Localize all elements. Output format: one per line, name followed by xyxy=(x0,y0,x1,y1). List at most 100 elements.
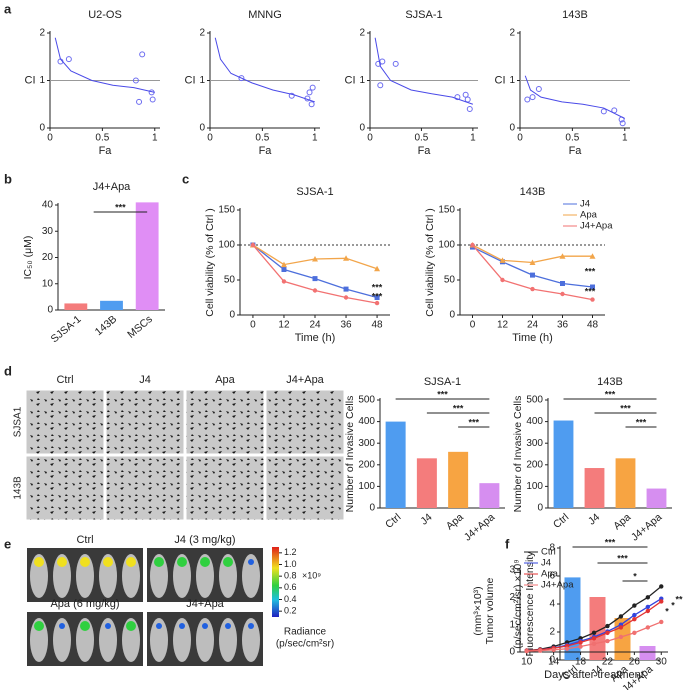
significance-label: *** xyxy=(636,417,647,427)
y-tick-label: 6 xyxy=(549,571,555,582)
invasion-image xyxy=(185,389,265,455)
significance-label: *** xyxy=(617,553,628,563)
bar xyxy=(64,303,88,310)
point xyxy=(618,614,624,619)
significance-label: * xyxy=(633,571,637,581)
y-tick-label: 1 xyxy=(199,75,205,86)
point xyxy=(659,599,664,604)
colorbar-unit: ×10⁹ xyxy=(302,571,321,581)
mouse xyxy=(53,554,71,598)
panel-label: f xyxy=(505,536,510,551)
signal xyxy=(202,623,208,629)
group-label: J4 (3 mg/kg) xyxy=(174,534,235,546)
colorbar-tick-label: 0.4 xyxy=(284,594,297,604)
signal xyxy=(57,557,67,567)
mouse xyxy=(30,618,48,662)
y-tick-label: 1 xyxy=(39,75,45,86)
group-label: Apa (6 mg/kg) xyxy=(50,598,119,610)
mouse xyxy=(99,554,117,598)
point xyxy=(524,648,529,654)
x-axis-label: Time (h) xyxy=(295,332,336,344)
colorbar-label: Radiance xyxy=(284,627,327,638)
point xyxy=(500,277,505,283)
point xyxy=(560,281,565,286)
point xyxy=(605,623,610,629)
point xyxy=(530,286,535,292)
point xyxy=(524,96,531,103)
panel-label: b xyxy=(4,171,12,186)
mouse xyxy=(150,618,168,662)
x-axis-label: Time (h) xyxy=(512,332,553,344)
series-line xyxy=(472,246,593,288)
significance-label: *** xyxy=(605,389,616,399)
point xyxy=(605,638,610,644)
point xyxy=(618,625,624,630)
point xyxy=(578,640,583,645)
point xyxy=(132,77,139,84)
y-tick-label: 0 xyxy=(47,305,53,316)
mouse xyxy=(76,554,94,598)
y-tick-label: 300 xyxy=(358,438,375,449)
point xyxy=(374,300,380,306)
point xyxy=(343,295,349,300)
mouse xyxy=(173,618,191,662)
point xyxy=(632,603,637,608)
significance-label: *** xyxy=(468,417,479,427)
signal xyxy=(200,557,210,567)
signal xyxy=(225,623,231,629)
y-tick-label: 1 xyxy=(359,75,365,86)
bar xyxy=(385,421,406,508)
significance-label: *** xyxy=(437,389,448,399)
colorbar-tick-label: 0.6 xyxy=(284,582,297,592)
x-tick-label: 12 xyxy=(278,320,290,331)
x-tick-label: Ctrl xyxy=(383,511,403,531)
x-tick-label: 22 xyxy=(602,657,614,668)
y-tick-label: 0 xyxy=(509,123,515,134)
signal xyxy=(154,557,164,567)
y-tick-label: 4 xyxy=(549,599,555,610)
y-tick-label: 300 xyxy=(526,438,543,449)
fit-curve xyxy=(54,37,155,93)
y-tick-label: 400 xyxy=(358,416,375,427)
mouse xyxy=(242,618,260,662)
invasion-image xyxy=(185,455,265,521)
legend-label: Ctrl xyxy=(541,547,556,558)
y-axis-label: (mm³×10³) xyxy=(472,586,484,635)
legend-label: J4+Apa xyxy=(580,221,613,232)
point xyxy=(250,242,256,248)
y-tick-label: 200 xyxy=(358,459,375,470)
x-tick-label: 36 xyxy=(557,320,569,331)
y-axis-label: IC₅₀ (μM) xyxy=(22,236,34,280)
point xyxy=(578,644,583,649)
x-tick-label: J4+Apa xyxy=(629,511,664,543)
point xyxy=(149,96,156,103)
y-tick-label: 3 xyxy=(509,565,515,576)
y-tick-label: 1 xyxy=(509,75,515,86)
y-tick-label: 10 xyxy=(42,278,54,289)
x-tick-label: 143B xyxy=(93,313,120,338)
y-axis-label: Cell viability (% of Ctrl ) xyxy=(424,208,436,317)
signal xyxy=(59,623,65,629)
point xyxy=(605,630,610,636)
y-axis-label: Cell viability (% of Ctrl ) xyxy=(204,208,216,317)
significance-label: * xyxy=(665,606,669,616)
x-tick-label: 48 xyxy=(372,320,384,331)
point xyxy=(645,608,651,614)
signal xyxy=(177,557,187,567)
signal xyxy=(223,557,233,567)
significance-label: *** xyxy=(372,282,383,292)
point xyxy=(379,58,386,65)
significance-label: *** xyxy=(605,537,616,547)
y-tick-label: 1 xyxy=(509,619,515,630)
legend-label: J4+Apa xyxy=(541,580,574,591)
mouse xyxy=(30,554,48,598)
point xyxy=(312,256,318,262)
point xyxy=(591,636,597,641)
point xyxy=(564,646,570,651)
point xyxy=(632,617,637,622)
y-axis-label: CI xyxy=(25,74,36,86)
point xyxy=(559,253,566,259)
point xyxy=(560,291,565,297)
signal xyxy=(34,621,44,631)
point xyxy=(645,625,651,630)
